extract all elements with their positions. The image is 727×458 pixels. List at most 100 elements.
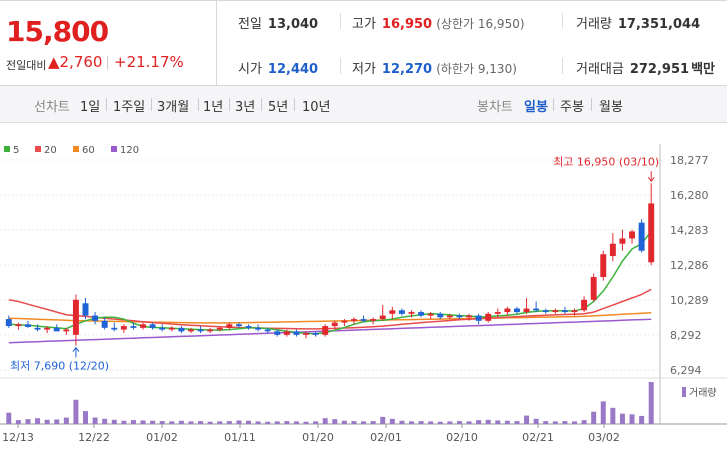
- period-1y[interactable]: 1년: [203, 100, 224, 115]
- period-3m[interactable]: 3개월: [157, 100, 190, 115]
- stat-label: 전일: [238, 17, 262, 32]
- volume-bar: [619, 413, 625, 424]
- stat-low: 저가 12,270 (하한가 9,130): [352, 58, 517, 77]
- candle-body: [494, 312, 501, 314]
- volume-bar: [92, 417, 98, 424]
- candle-body: [466, 315, 473, 318]
- divider: [198, 98, 199, 111]
- volume-bar: [466, 421, 472, 424]
- quote-summary: 15,800 전일대비 ▲2,760 +21.17% 전일 13,040 고가 16…: [0, 0, 727, 86]
- daily-candle-tab[interactable]: 일봉: [524, 100, 548, 115]
- stat-prev-close: 전일 13,040: [238, 13, 318, 32]
- candle-body: [600, 254, 607, 278]
- stat-unit: 백만: [691, 62, 715, 77]
- period-3y[interactable]: 3년: [235, 100, 256, 115]
- candle-body: [389, 310, 396, 314]
- volume-bar: [341, 420, 347, 424]
- candle-body: [638, 222, 645, 251]
- stat-value: 17,351,044: [617, 17, 701, 32]
- volume-bar: [226, 421, 232, 424]
- stat-value: 12,270: [381, 62, 433, 77]
- volume-bar: [418, 421, 424, 424]
- candle-body: [44, 327, 51, 330]
- candle-body: [303, 333, 310, 335]
- stat-amount: 거래대금 272,951 백만: [576, 58, 715, 77]
- candle-body: [101, 320, 108, 328]
- volume-bar: [332, 419, 338, 424]
- ma60-line: [8, 312, 652, 324]
- candle-body: [312, 333, 319, 335]
- legend-label: 60: [82, 145, 95, 156]
- stat-label: 고가: [352, 17, 376, 32]
- candle-body: [513, 308, 520, 313]
- volume-bar: [303, 421, 309, 424]
- candle-body: [264, 329, 271, 332]
- volume-bar: [63, 417, 69, 424]
- change-percent: +21.17%: [114, 53, 184, 71]
- volume-bar: [83, 411, 88, 424]
- period-10y[interactable]: 10년: [302, 100, 331, 115]
- volume-bar: [629, 414, 635, 424]
- x-tick-label: 02/10: [446, 431, 478, 444]
- y-tick-label: 14,283: [670, 224, 709, 237]
- candle-body: [111, 327, 118, 330]
- y-tick-label: 12,286: [670, 259, 709, 272]
- candle-body: [360, 319, 367, 321]
- moving-averages: [8, 230, 652, 344]
- volume-bar: [178, 420, 184, 424]
- volume-bar: [370, 421, 376, 424]
- stat-label: 시가: [238, 62, 262, 77]
- candle-chart-tab[interactable]: 봉차트: [477, 100, 513, 115]
- x-tick-label: 02/21: [522, 431, 554, 444]
- candle-body: [542, 310, 549, 313]
- candle-body: [82, 303, 89, 316]
- divider: [229, 98, 230, 111]
- volume-bar: [284, 421, 290, 424]
- volume-bar: [610, 407, 616, 424]
- candle-body: [341, 320, 348, 323]
- period-5y[interactable]: 5년: [268, 100, 289, 115]
- volume-bar: [495, 420, 501, 424]
- candle-body: [72, 299, 79, 335]
- volume-bar: [130, 420, 136, 424]
- volume-bar: [246, 420, 251, 424]
- candle-body: [571, 310, 578, 313]
- candle-body: [149, 324, 156, 328]
- y-tick-label: 10,289: [670, 294, 709, 307]
- legend-swatch: [73, 146, 79, 152]
- volume-bar: [198, 421, 204, 424]
- candle-body: [197, 329, 204, 332]
- candle-body: [140, 324, 147, 328]
- volume-bar: [552, 421, 558, 424]
- divider: [340, 13, 341, 29]
- divider: [562, 58, 563, 74]
- volume-bar: [543, 421, 549, 424]
- stat-label: 저가: [352, 62, 376, 77]
- candle-body: [418, 312, 425, 316]
- annotations: 최고 16,950 (03/10) 최저 7,690 (12/20): [10, 155, 659, 372]
- candle-body: [648, 203, 655, 263]
- stat-label: 거래대금: [576, 62, 624, 77]
- candle-body: [581, 299, 588, 311]
- period-1d[interactable]: 1일: [80, 100, 101, 115]
- weekly-candle-tab[interactable]: 주봉: [560, 100, 584, 115]
- line-chart-tab[interactable]: 선차트: [34, 100, 70, 115]
- candle-body: [216, 327, 223, 330]
- monthly-candle-tab[interactable]: 월봉: [599, 100, 623, 115]
- stat-open: 시가 12,440: [238, 58, 318, 77]
- legend-label: 20: [44, 145, 57, 156]
- period-1w[interactable]: 1주일: [113, 100, 146, 115]
- candle-body: [370, 319, 377, 321]
- chart-grid: [0, 144, 727, 425]
- volume-bar: [169, 421, 175, 424]
- divider: [562, 13, 563, 29]
- volume-bar: [476, 420, 482, 424]
- volume-bar: [293, 421, 299, 424]
- volume-bar: [159, 421, 165, 424]
- candle-body: [446, 315, 453, 318]
- price-panel: 15,800 전일대비 ▲2,760 +21.17%: [0, 1, 217, 86]
- candle-body: [63, 329, 70, 332]
- volume-bar: [572, 421, 577, 424]
- volume-bar: [533, 418, 539, 424]
- candle-body: [24, 324, 31, 327]
